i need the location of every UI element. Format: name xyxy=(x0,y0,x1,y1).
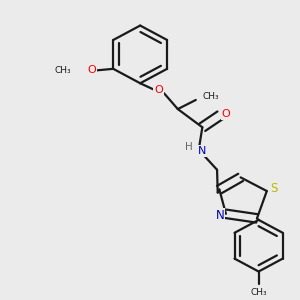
Text: H: H xyxy=(185,142,193,152)
Text: CH₃: CH₃ xyxy=(54,66,71,75)
Text: O: O xyxy=(222,109,231,118)
Text: N: N xyxy=(197,146,206,156)
Text: CH₃: CH₃ xyxy=(202,92,219,100)
Text: O: O xyxy=(87,65,96,75)
Text: O: O xyxy=(154,85,163,95)
Text: S: S xyxy=(270,182,278,194)
Text: N: N xyxy=(216,209,224,222)
Text: CH₃: CH₃ xyxy=(250,288,267,297)
